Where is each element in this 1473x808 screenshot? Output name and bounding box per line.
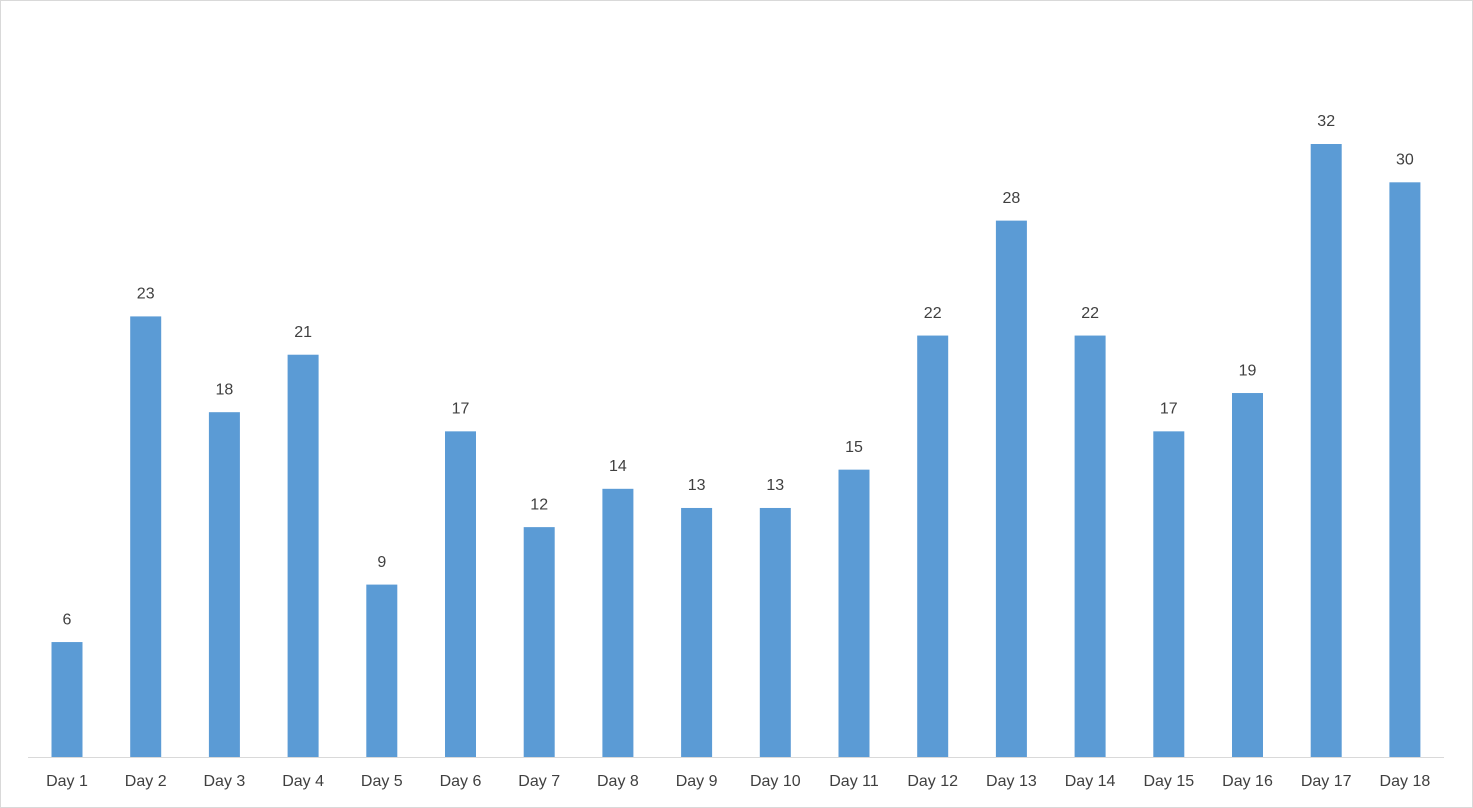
x-tick-label: Day 9 xyxy=(676,773,718,790)
bar xyxy=(838,469,870,757)
x-tick-label: Day 18 xyxy=(1380,773,1431,790)
data-label: 6 xyxy=(63,611,72,628)
data-label: 19 xyxy=(1239,362,1257,379)
data-label: 28 xyxy=(1003,190,1021,207)
x-tick-label: Day 2 xyxy=(125,773,167,790)
data-label: 17 xyxy=(1160,401,1178,418)
x-tick-label: Day 4 xyxy=(282,773,324,790)
bar xyxy=(681,507,713,757)
x-tick-label: Day 7 xyxy=(518,773,560,790)
x-tick-label: Day 1 xyxy=(46,773,88,790)
x-tick-label: Day 11 xyxy=(829,773,879,790)
data-label: 32 xyxy=(1317,113,1335,130)
bar xyxy=(1310,144,1342,757)
x-tick-label: Day 10 xyxy=(750,773,801,790)
bar xyxy=(287,354,319,757)
x-tick-label: Day 16 xyxy=(1222,773,1273,790)
data-label: 18 xyxy=(216,381,234,398)
bar xyxy=(1232,393,1263,757)
data-label: 30 xyxy=(1396,152,1414,169)
bar xyxy=(208,412,240,757)
bar xyxy=(1389,182,1421,757)
bar xyxy=(366,584,398,757)
data-label: 23 xyxy=(137,286,155,303)
data-label: 15 xyxy=(845,439,863,456)
bar xyxy=(523,527,555,757)
bar xyxy=(1153,431,1185,757)
data-label: 14 xyxy=(609,458,627,475)
x-tick-label: Day 5 xyxy=(361,773,403,790)
x-tick-label: Day 3 xyxy=(204,773,246,790)
bar xyxy=(759,507,791,757)
data-label: 17 xyxy=(452,401,470,418)
x-tick-label: Day 12 xyxy=(907,773,958,790)
x-tick-label: Day 17 xyxy=(1301,773,1352,790)
data-label: 13 xyxy=(688,477,706,494)
bar xyxy=(602,488,634,757)
data-label: 22 xyxy=(1081,305,1099,322)
data-label: 13 xyxy=(766,477,784,494)
data-label: 22 xyxy=(924,305,942,322)
x-tick-label: Day 15 xyxy=(1143,773,1194,790)
data-label: 9 xyxy=(377,554,386,571)
data-label: 21 xyxy=(294,324,312,341)
x-tick-label: Day 13 xyxy=(986,773,1037,790)
bar xyxy=(995,220,1027,757)
bar xyxy=(130,316,162,757)
x-tick-label: Day 8 xyxy=(597,773,639,790)
bar xyxy=(51,642,83,757)
x-tick-label: Day 6 xyxy=(440,773,482,790)
bar xyxy=(917,335,949,757)
x-tick-label: Day 14 xyxy=(1065,773,1116,790)
bar xyxy=(445,431,476,757)
data-label: 12 xyxy=(530,496,548,513)
bar xyxy=(1074,335,1106,757)
